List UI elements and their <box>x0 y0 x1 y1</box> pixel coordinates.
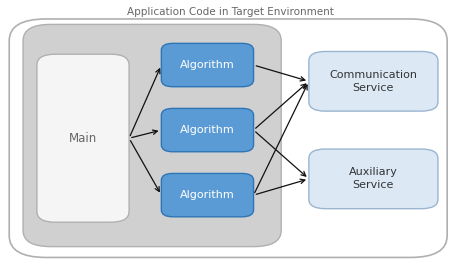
Text: Algorithm: Algorithm <box>180 190 235 200</box>
FancyBboxPatch shape <box>161 108 254 152</box>
Text: Auxiliary
Service: Auxiliary Service <box>349 167 398 191</box>
FancyBboxPatch shape <box>309 51 438 111</box>
FancyBboxPatch shape <box>23 24 281 247</box>
FancyBboxPatch shape <box>161 43 254 87</box>
Text: Communication
Service: Communication Service <box>330 70 417 93</box>
Text: Algorithm: Algorithm <box>180 60 235 70</box>
FancyBboxPatch shape <box>37 54 129 222</box>
FancyBboxPatch shape <box>309 149 438 209</box>
FancyBboxPatch shape <box>161 173 254 217</box>
Text: Algorithm: Algorithm <box>180 125 235 135</box>
Text: Application Code in Target Environment: Application Code in Target Environment <box>127 7 334 17</box>
Text: Main: Main <box>69 132 97 145</box>
FancyBboxPatch shape <box>9 19 447 257</box>
